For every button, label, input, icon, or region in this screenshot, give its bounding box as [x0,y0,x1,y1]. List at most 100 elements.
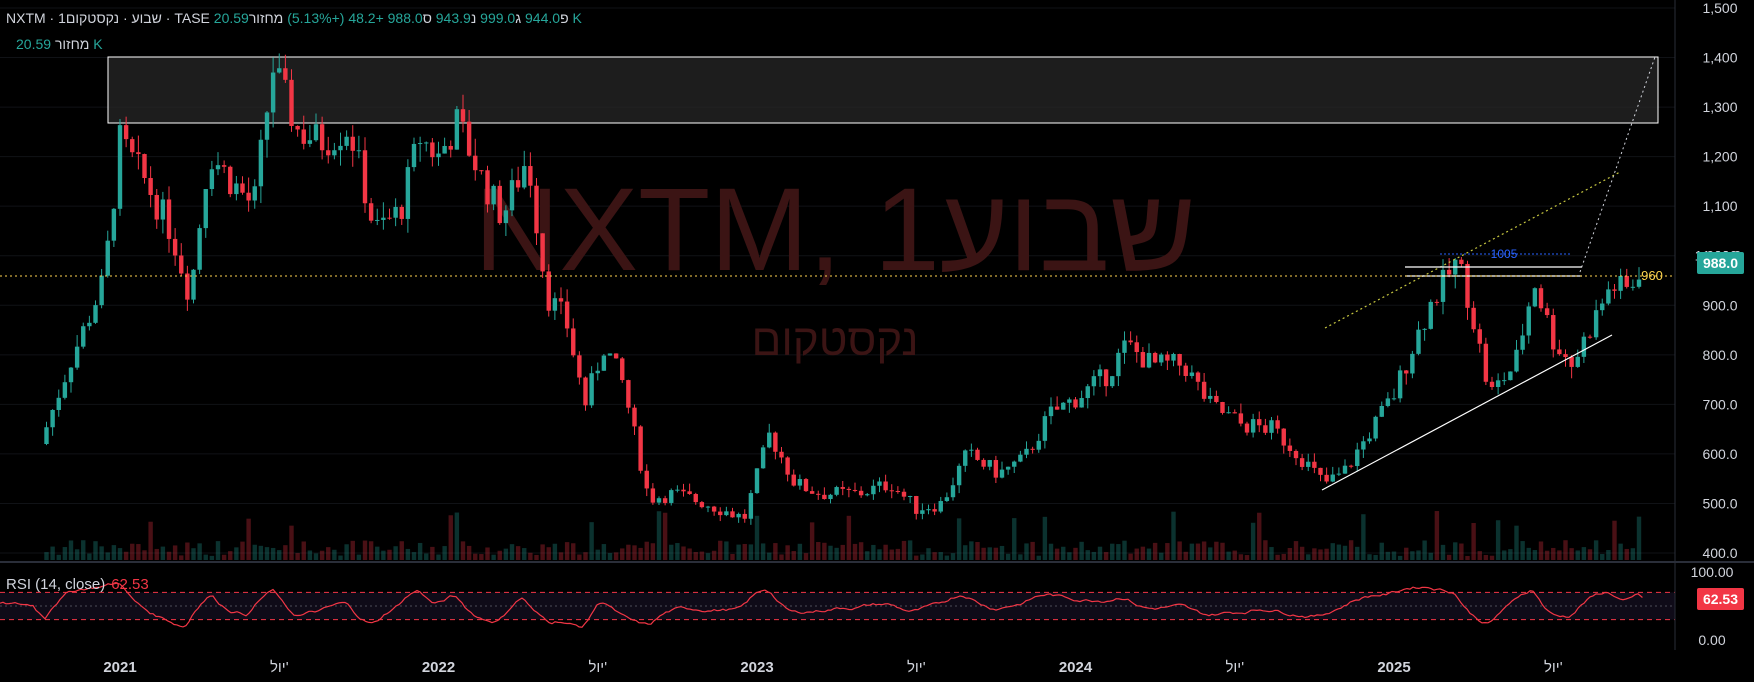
candle-body [1618,275,1623,291]
candle-body [650,488,656,503]
candle-body [1348,465,1354,467]
candle-body [185,273,190,300]
volume-bar [1612,520,1617,560]
volume-bars [44,511,1642,560]
level-1005-label: 1005 [1491,247,1518,261]
candle-body [1581,336,1587,357]
support-trendline[interactable] [1321,334,1613,491]
volume-bar [907,540,913,560]
volume-bar [969,541,974,560]
time-tick-label: יול' [907,659,926,676]
candle-body [454,109,460,150]
volume-bar [405,548,411,560]
candle-body [209,169,215,190]
volume-bar [718,540,723,560]
price-tick-label: 1,400 [1702,50,1737,66]
volume-bar [1367,554,1372,560]
candle-body [460,109,466,122]
volume-bar [301,541,306,560]
candle-body [1600,303,1605,311]
channel-upper-line[interactable] [1324,171,1621,329]
candle-body [877,481,882,486]
volume-bar [221,554,227,560]
candle-body [411,143,417,168]
rsi-legend[interactable]: RSI (14, close) 62.53 [6,576,149,593]
candle-body [50,409,55,428]
volume-bar [577,554,582,560]
volume-bar [987,547,992,560]
volume-bar [1257,512,1262,560]
watermark-title: NXTM, 1שבוע [474,164,1196,296]
volume-bar [99,546,104,560]
price-level-960-label: 960 [1641,268,1663,283]
volume-bar [1416,550,1421,560]
candle-body [1336,473,1342,475]
volume-bar [1422,540,1427,560]
volume-bar [283,545,288,560]
volume-bar [1073,547,1078,560]
candle-body [62,382,68,398]
resistance-zone[interactable] [107,56,1659,124]
price-tick-label: 400.0 [1702,545,1737,561]
candle-body [338,145,343,151]
volume-bar [130,543,135,560]
candle-body [252,186,257,201]
candle-body [1036,440,1041,450]
volume-bar [246,518,251,560]
instrument-name: נקסטקום [65,10,120,26]
candle-body [632,407,637,427]
volume-bar [1404,547,1409,560]
candle-body [595,370,600,374]
volume-bar [638,547,643,560]
price-axis[interactable]: 1,5001,4001,3001,2001,1001,000900.0800.0… [1695,0,1742,561]
volume-bar [123,551,129,560]
candle-body [393,206,398,218]
candle-body [583,377,588,406]
volume-bar [1581,547,1587,560]
candle-body [834,487,839,495]
candle-body [515,180,521,188]
symbol[interactable]: NXTM [6,10,46,26]
volume-bar [491,554,496,560]
volume-bar [368,541,374,560]
candle-body [1563,354,1568,358]
volume-bar [1355,546,1360,560]
volume-bar [1189,543,1195,560]
candle-body [773,432,778,452]
candle-body [1551,315,1556,350]
volume-bar [1624,548,1629,560]
volume-bar [1201,541,1207,560]
candle-body [1373,416,1378,439]
candle-body [497,185,502,224]
rsi-value-badge: 62.53 [1696,588,1744,610]
volume-bar [791,551,796,560]
volume-bar [1397,555,1403,560]
candle-body [1636,279,1642,287]
candle-body [387,217,392,219]
rsi-axis[interactable]: 100.00 0.00 [1691,564,1734,648]
candle-body [932,509,937,512]
candle-body [1275,420,1280,429]
price-tick-label: 500.0 [1702,495,1737,511]
candle-body [564,301,570,329]
candle-body [1238,413,1244,424]
volume-bar [1048,543,1054,560]
time-tick-label: 2025 [1377,659,1410,676]
volume-bar [172,545,178,560]
candle-body [1067,399,1072,403]
high-value: 999.0 [480,10,516,26]
candle-body [264,112,270,140]
candle-body [993,460,999,478]
candle-body [999,469,1005,478]
close-label: ס [422,10,432,26]
time-axis[interactable]: 2021 יול' 2022 יול' 2023 יול' 2024 יול' 2025 יול' [103,659,1562,676]
candle-body [736,513,741,518]
candle-body [1116,352,1121,377]
candle-body [81,326,86,347]
volume-bar [1428,552,1433,560]
drawings[interactable]: 1005 [1321,56,1656,491]
candle-body [956,465,962,486]
candle-body [326,150,331,156]
time-tick-label: 2022 [422,659,455,676]
